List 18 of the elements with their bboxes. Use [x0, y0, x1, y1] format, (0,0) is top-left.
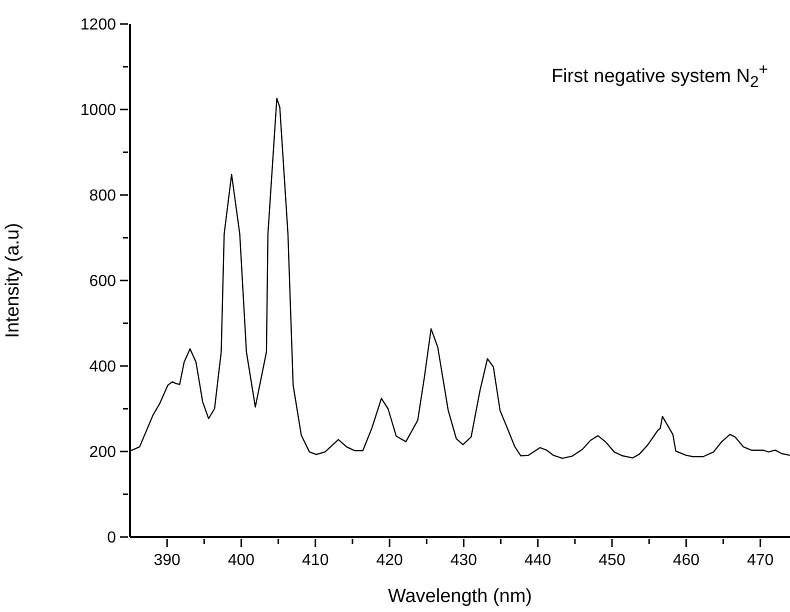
x-tick-label: 440: [524, 552, 552, 569]
x-tick-label: 390: [154, 552, 181, 569]
x-axis-title: Wavelength (nm): [388, 586, 532, 607]
y-tick-label: 200: [89, 444, 116, 462]
x-tick-label: 460: [672, 552, 700, 569]
y-tick-label: 1200: [80, 16, 116, 34]
y-axis-title: Intensity (a.u): [2, 222, 24, 338]
x-tick-label: 430: [450, 552, 478, 569]
y-tick-label: 400: [89, 358, 116, 376]
y-tick-label: 800: [89, 188, 116, 205]
x-tick-label: 450: [598, 552, 626, 569]
y-tick-label: 600: [89, 273, 116, 290]
x-tick-label: 410: [302, 552, 329, 569]
y-tick-label: 1000: [80, 102, 116, 120]
x-tick-label: 420: [376, 552, 403, 569]
x-tick-label: 400: [228, 552, 255, 569]
x-tick-label: 470: [746, 552, 774, 569]
y-tick-label: 0: [107, 530, 116, 547]
